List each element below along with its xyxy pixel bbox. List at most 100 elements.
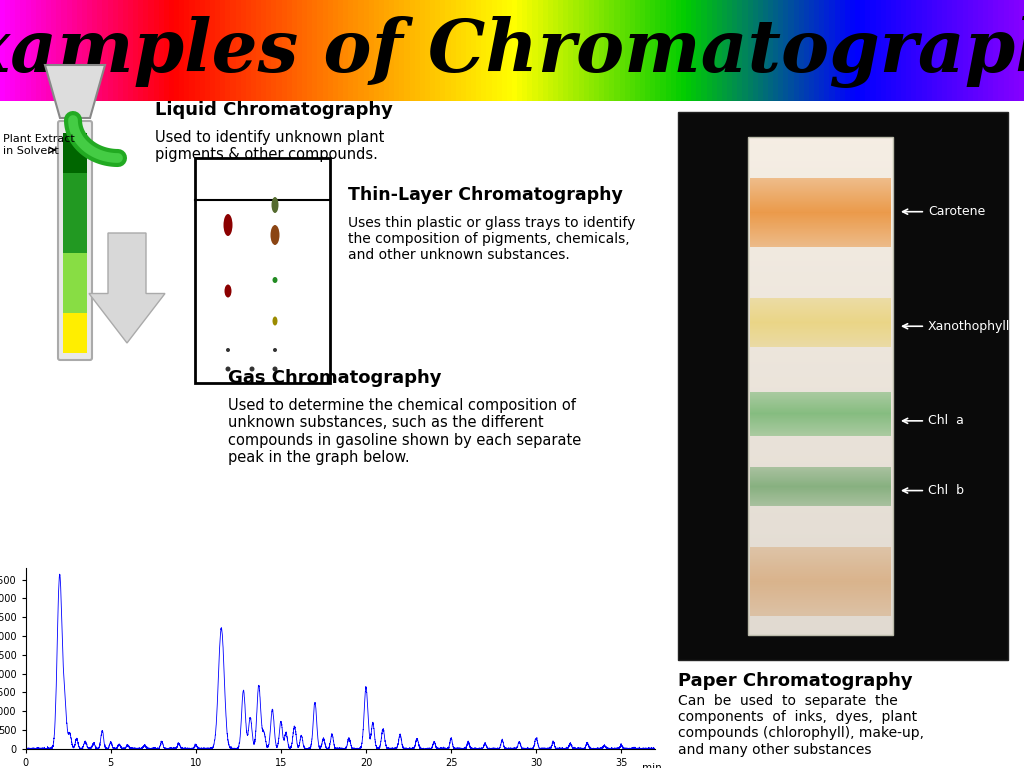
Bar bbox=[750, 324, 891, 325]
Polygon shape bbox=[666, 0, 671, 103]
Polygon shape bbox=[236, 0, 241, 103]
Bar bbox=[748, 498, 893, 499]
Polygon shape bbox=[328, 0, 333, 103]
Bar bbox=[748, 190, 893, 191]
Polygon shape bbox=[256, 0, 261, 103]
Bar bbox=[748, 243, 893, 244]
Bar bbox=[748, 485, 893, 486]
Polygon shape bbox=[983, 0, 988, 103]
Ellipse shape bbox=[225, 366, 230, 372]
Bar bbox=[748, 587, 893, 588]
Polygon shape bbox=[471, 0, 476, 103]
Bar bbox=[748, 416, 893, 417]
Bar bbox=[750, 243, 891, 244]
Bar bbox=[748, 229, 893, 230]
Bar bbox=[748, 218, 893, 219]
Bar bbox=[748, 248, 893, 249]
Bar bbox=[748, 381, 893, 382]
Bar bbox=[748, 545, 893, 546]
Polygon shape bbox=[584, 0, 589, 103]
Polygon shape bbox=[865, 0, 870, 103]
Polygon shape bbox=[1009, 0, 1014, 103]
Bar bbox=[748, 559, 893, 560]
Polygon shape bbox=[1004, 0, 1009, 103]
Bar bbox=[748, 553, 893, 554]
Polygon shape bbox=[154, 0, 159, 103]
Bar bbox=[750, 596, 891, 597]
Bar bbox=[748, 150, 893, 151]
Bar bbox=[750, 487, 891, 488]
Bar bbox=[750, 333, 891, 334]
Bar bbox=[748, 234, 893, 235]
Bar bbox=[748, 163, 893, 164]
Bar bbox=[750, 603, 891, 604]
Bar bbox=[750, 414, 891, 415]
Ellipse shape bbox=[226, 348, 230, 352]
Bar bbox=[748, 177, 893, 178]
Bar bbox=[748, 414, 893, 415]
Bar bbox=[750, 422, 891, 423]
Text: Examples of Chromatography: Examples of Chromatography bbox=[0, 16, 1024, 88]
Text: min: min bbox=[642, 763, 662, 768]
Bar bbox=[750, 213, 891, 214]
Bar bbox=[748, 523, 893, 524]
Polygon shape bbox=[138, 0, 143, 103]
Bar bbox=[748, 468, 893, 469]
Bar bbox=[748, 305, 893, 306]
Bar bbox=[750, 490, 891, 491]
Bar bbox=[748, 625, 893, 626]
Bar bbox=[748, 407, 893, 408]
Bar bbox=[750, 611, 891, 612]
Bar bbox=[750, 327, 891, 328]
Bar bbox=[750, 230, 891, 231]
Bar bbox=[748, 202, 893, 203]
Bar bbox=[750, 182, 891, 183]
Bar bbox=[748, 322, 893, 323]
Bar bbox=[748, 562, 893, 563]
Bar bbox=[750, 602, 891, 603]
Bar bbox=[748, 259, 893, 260]
Bar bbox=[748, 211, 893, 212]
Bar bbox=[748, 546, 893, 547]
Polygon shape bbox=[522, 0, 527, 103]
Polygon shape bbox=[72, 0, 77, 103]
Bar bbox=[750, 394, 891, 395]
Polygon shape bbox=[92, 0, 97, 103]
Bar bbox=[748, 187, 893, 188]
Bar bbox=[750, 342, 891, 343]
Polygon shape bbox=[456, 0, 461, 103]
Ellipse shape bbox=[272, 316, 278, 326]
Bar bbox=[750, 431, 891, 432]
Bar bbox=[750, 339, 891, 340]
Polygon shape bbox=[676, 0, 681, 103]
Bar bbox=[748, 480, 893, 481]
Bar bbox=[750, 224, 891, 225]
Bar bbox=[748, 442, 893, 443]
FancyBboxPatch shape bbox=[58, 121, 92, 360]
Bar bbox=[750, 400, 891, 401]
Bar bbox=[748, 219, 893, 220]
Bar bbox=[678, 112, 1008, 660]
Bar bbox=[63, 313, 87, 353]
Bar bbox=[748, 488, 893, 489]
Bar bbox=[748, 302, 893, 303]
Bar bbox=[63, 253, 87, 313]
Bar bbox=[748, 227, 893, 228]
Bar bbox=[748, 375, 893, 376]
Bar bbox=[750, 186, 891, 187]
Bar bbox=[750, 565, 891, 566]
Bar bbox=[748, 203, 893, 204]
Bar bbox=[750, 330, 891, 331]
Polygon shape bbox=[727, 0, 732, 103]
Bar bbox=[750, 407, 891, 408]
Polygon shape bbox=[358, 0, 364, 103]
Polygon shape bbox=[599, 0, 604, 103]
Bar bbox=[748, 254, 893, 255]
Bar bbox=[748, 240, 893, 241]
Bar bbox=[748, 373, 893, 374]
Polygon shape bbox=[113, 0, 118, 103]
Bar bbox=[748, 624, 893, 625]
Bar bbox=[748, 612, 893, 613]
Bar bbox=[748, 533, 893, 534]
Bar bbox=[748, 233, 893, 234]
